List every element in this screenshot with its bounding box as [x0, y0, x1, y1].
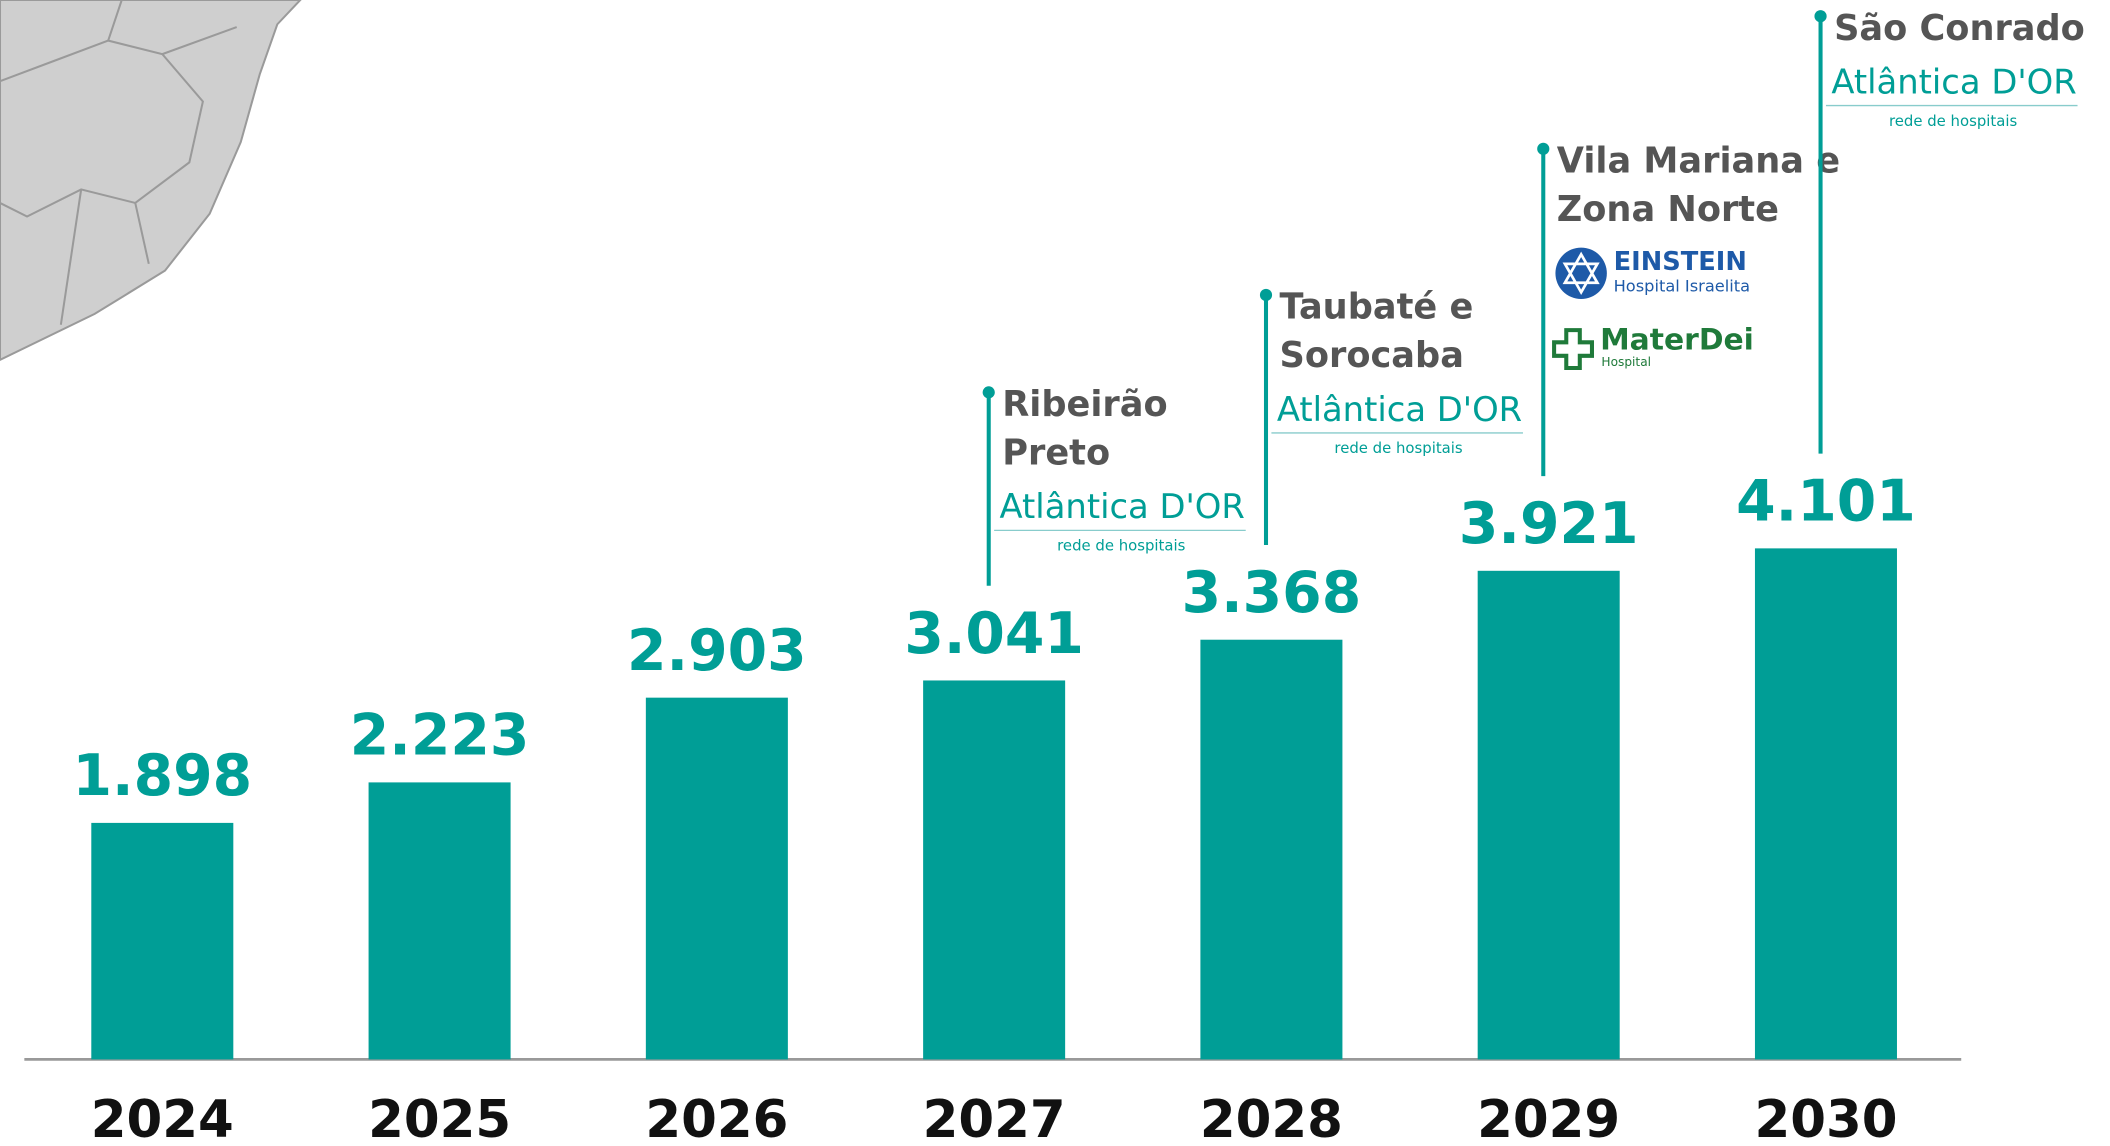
annotation-text: São Conrado — [1834, 8, 2085, 49]
logo-name: Atlântica D'OR — [1000, 487, 1245, 526]
annotation-text: Preto — [1002, 433, 1110, 474]
logo-tagline: rede de hospitais — [1889, 112, 2017, 130]
map-decoration — [0, 0, 302, 362]
logo-tagline: rede de hospitais — [1057, 537, 1185, 555]
logo-name: MaterDei — [1600, 322, 1754, 357]
bar — [923, 680, 1066, 1060]
bar — [1754, 548, 1897, 1060]
value-label: 3.368 — [1182, 560, 1362, 626]
x-tick-label: 2026 — [645, 1090, 788, 1146]
x-tick-label: 2029 — [1477, 1090, 1620, 1146]
logo-tagline: rede de hospitais — [1334, 439, 1462, 457]
value-label: 2.223 — [350, 703, 530, 769]
annotation-text: Zona Norte — [1557, 189, 1779, 230]
annotation-dot — [982, 386, 995, 399]
logo-name: EINSTEIN — [1614, 247, 1747, 277]
bar — [1477, 570, 1620, 1060]
logo-tagline: Hospital Israelita — [1614, 276, 1750, 295]
x-tick-label: 2024 — [91, 1090, 234, 1146]
annotation-dot — [1259, 288, 1273, 302]
annotation-text: Vila Mariana e — [1557, 140, 1840, 181]
value-label: 1.898 — [72, 743, 252, 809]
einstein-star — [1562, 251, 1600, 295]
x-tick-label: 2027 — [923, 1090, 1066, 1146]
value-label: 3.921 — [1459, 491, 1639, 557]
logo-name: Atlântica D'OR — [1277, 390, 1522, 429]
logo-tagline: Hospital — [1601, 355, 1651, 369]
annotation-text: Sorocaba — [1280, 335, 1464, 376]
einstein-icon — [1555, 247, 1607, 300]
annotation-dot — [1814, 10, 1827, 23]
bar — [1200, 639, 1343, 1060]
bar — [645, 697, 788, 1060]
annotation-text: Ribeirão — [1002, 384, 1167, 425]
value-label: 4.101 — [1736, 469, 1916, 535]
bar — [368, 782, 511, 1060]
annotation-text: Taubaté e — [1280, 286, 1474, 327]
bar — [91, 822, 234, 1060]
logo-name: Atlântica D'OR — [1831, 62, 2076, 101]
annotation-dot — [1537, 142, 1550, 155]
value-label: 3.041 — [904, 601, 1084, 667]
x-tick-label: 2025 — [368, 1090, 511, 1146]
value-label: 2.903 — [627, 618, 807, 684]
x-tick-label: 2030 — [1754, 1090, 1897, 1146]
x-tick-label: 2028 — [1200, 1090, 1343, 1146]
materdei-cross — [1552, 328, 1594, 371]
